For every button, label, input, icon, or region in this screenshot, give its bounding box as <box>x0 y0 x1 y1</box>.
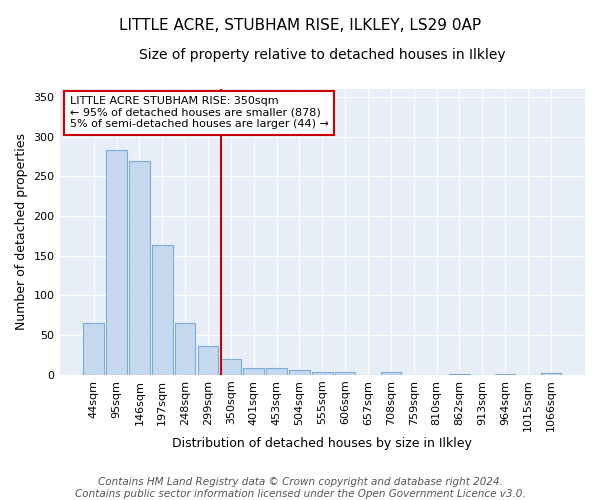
Bar <box>289 370 310 375</box>
Bar <box>266 368 287 375</box>
Bar <box>175 323 196 375</box>
Bar <box>312 372 332 375</box>
Bar <box>449 374 470 375</box>
Text: Contains HM Land Registry data © Crown copyright and database right 2024.
Contai: Contains HM Land Registry data © Crown c… <box>74 478 526 499</box>
Title: Size of property relative to detached houses in Ilkley: Size of property relative to detached ho… <box>139 48 506 62</box>
Text: LITTLE ACRE STUBHAM RISE: 350sqm
← 95% of detached houses are smaller (878)
5% o: LITTLE ACRE STUBHAM RISE: 350sqm ← 95% o… <box>70 96 329 130</box>
Bar <box>380 372 401 375</box>
Bar <box>129 160 150 375</box>
Bar <box>106 150 127 375</box>
Bar <box>83 323 104 375</box>
Y-axis label: Number of detached properties: Number of detached properties <box>15 134 28 330</box>
Bar <box>221 359 241 375</box>
X-axis label: Distribution of detached houses by size in Ilkley: Distribution of detached houses by size … <box>172 437 472 450</box>
Bar <box>244 368 264 375</box>
Bar <box>152 246 173 375</box>
Text: LITTLE ACRE, STUBHAM RISE, ILKLEY, LS29 0AP: LITTLE ACRE, STUBHAM RISE, ILKLEY, LS29 … <box>119 18 481 32</box>
Bar <box>495 374 515 375</box>
Bar <box>198 346 218 375</box>
Bar <box>335 372 355 375</box>
Bar <box>541 373 561 375</box>
